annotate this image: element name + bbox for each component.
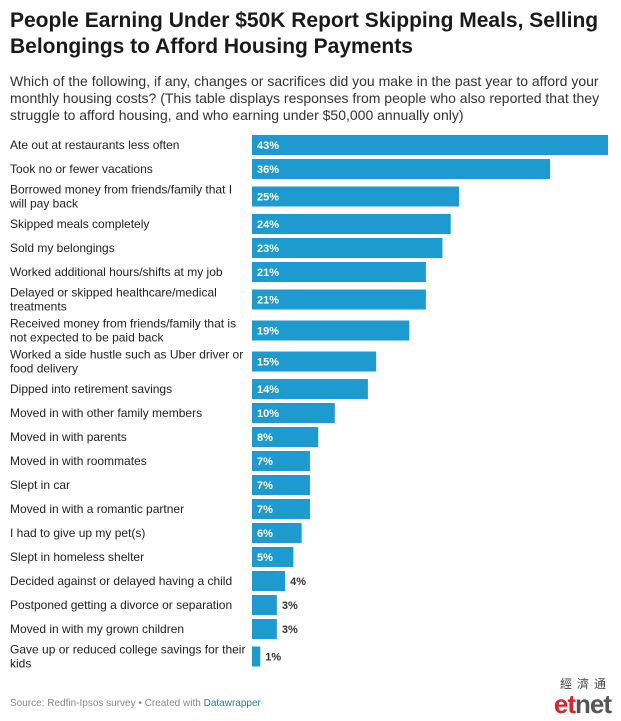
bar-took-no-or-fewer-vacations bbox=[252, 159, 551, 179]
bar-sold-my-belongings bbox=[252, 238, 443, 258]
value-label-i-had-to-give-up-my-pet-s: 6% bbox=[257, 528, 273, 540]
category-label-moved-in-with-roommates: Moved in with roommates bbox=[10, 454, 147, 468]
value-label-decided-against-or-delayed-having-a-child: 4% bbox=[290, 576, 306, 588]
bar-delayed-or-skipped-healthcare-medical-treatments bbox=[252, 289, 426, 310]
logo-et: et bbox=[553, 689, 576, 719]
value-label-moved-in-with-parents: 8% bbox=[257, 432, 273, 444]
bar-moved-in-with-a-romantic-partner bbox=[252, 499, 310, 519]
value-label-borrowed-money-from-friends-family-that-i-will-pay-back: 25% bbox=[257, 192, 279, 204]
category-label-decided-against-or-delayed-having-a-child: Decided against or delayed having a chil… bbox=[10, 574, 232, 588]
bar-chart: Ate out at restaurants less often 43% Took… bbox=[9, 135, 608, 671]
category-label-skipped-meals-completely: Skipped meals completely bbox=[10, 217, 149, 231]
value-label-gave-up-or-reduced-college-savings-for-their-kids: 1% bbox=[265, 652, 281, 664]
value-label-dipped-into-retirement-savings: 14% bbox=[257, 384, 279, 396]
bar-gave-up-or-reduced-college-savings-for-their-kids bbox=[252, 646, 261, 667]
bar-moved-in-with-my-grown-children bbox=[252, 619, 277, 639]
bar-worked-a-side-hustle-such-as-uber-driver-or-food-delivery bbox=[252, 351, 377, 372]
category-label-gave-up-or-reduced-college-savings-for-their-kids: Gave up or reduced college savings for t… bbox=[10, 643, 245, 671]
value-label-worked-a-side-hustle-such-as-uber-driver-or-food-delivery: 15% bbox=[257, 357, 279, 369]
bar-moved-in-with-parents bbox=[252, 427, 319, 447]
bar-skipped-meals-completely bbox=[252, 214, 451, 234]
category-label-moved-in-with-other-family-members: Moved in with other family members bbox=[10, 406, 202, 420]
value-label-took-no-or-fewer-vacations: 36% bbox=[257, 164, 279, 176]
category-label-slept-in-homeless-shelter: Slept in homeless shelter bbox=[10, 550, 144, 564]
value-label-worked-additional-hours-shifts-at-my-job: 21% bbox=[257, 267, 279, 279]
chart-subtitle: Which of the following, if any, changes … bbox=[10, 73, 600, 123]
value-label-moved-in-with-a-romantic-partner: 7% bbox=[257, 504, 273, 516]
logo-chinese-text: 經濟通 bbox=[559, 677, 611, 691]
value-label-sold-my-belongings: 23% bbox=[257, 243, 279, 255]
category-label-i-had-to-give-up-my-pet-s: I had to give up my pet(s) bbox=[10, 526, 145, 540]
source-note: Source: Redfin-Ipsos survey • Created wi… bbox=[10, 698, 204, 709]
bar-ate-out-at-restaurants-less-often bbox=[252, 135, 608, 155]
footer: Source: Redfin-Ipsos survey • Created wi… bbox=[10, 698, 261, 709]
category-label-sold-my-belongings: Sold my belongings bbox=[10, 241, 115, 255]
value-label-slept-in-car: 7% bbox=[257, 480, 273, 492]
category-label-worked-additional-hours-shifts-at-my-job: Worked additional hours/shifts at my job bbox=[10, 265, 223, 279]
category-label-moved-in-with-my-grown-children: Moved in with my grown children bbox=[10, 622, 184, 636]
value-label-postponed-getting-a-divorce-or-separation: 3% bbox=[282, 600, 298, 612]
bar-dipped-into-retirement-savings bbox=[252, 379, 368, 399]
bar-moved-in-with-other-family-members bbox=[252, 403, 335, 423]
bar-postponed-getting-a-divorce-or-separation bbox=[252, 595, 277, 615]
category-label-delayed-or-skipped-healthcare-medical-treatments: Delayed or skipped healthcare/medical tre… bbox=[10, 286, 217, 314]
value-label-slept-in-homeless-shelter: 5% bbox=[257, 552, 273, 564]
value-label-skipped-meals-completely: 24% bbox=[257, 219, 279, 231]
bar-slept-in-car bbox=[252, 475, 310, 495]
category-label-borrowed-money-from-friends-family-that-i-will-pay-back: Borrowed money from friends/family that … bbox=[9, 183, 232, 211]
value-label-moved-in-with-roommates: 7% bbox=[257, 456, 273, 468]
bar-decided-against-or-delayed-having-a-child bbox=[252, 571, 286, 591]
category-label-slept-in-car: Slept in car bbox=[10, 478, 70, 492]
value-label-delayed-or-skipped-healthcare-medical-treatments: 21% bbox=[257, 295, 279, 307]
category-label-moved-in-with-parents: Moved in with parents bbox=[10, 430, 127, 444]
logo-net: net bbox=[575, 689, 612, 719]
bar-borrowed-money-from-friends-family-that-i-will-pay-back bbox=[252, 186, 459, 207]
value-label-moved-in-with-my-grown-children: 3% bbox=[282, 624, 298, 636]
etnet-logo: 經濟通 etnet bbox=[553, 677, 612, 719]
bar-received-money-from-friends-family-that-is-not-expected-to-be-paid-back bbox=[252, 320, 410, 341]
value-label-ate-out-at-restaurants-less-often: 43% bbox=[257, 140, 279, 152]
bar-slept-in-homeless-shelter bbox=[252, 547, 294, 567]
category-label-received-money-from-friends-family-that-is-not-expected-to-be-paid-back: Received money from friends/family that … bbox=[10, 317, 236, 345]
category-label-moved-in-with-a-romantic-partner: Moved in with a romantic partner bbox=[10, 502, 184, 516]
value-label-moved-in-with-other-family-members: 10% bbox=[257, 408, 279, 420]
category-label-dipped-into-retirement-savings: Dipped into retirement savings bbox=[10, 382, 172, 396]
bar-worked-additional-hours-shifts-at-my-job bbox=[252, 262, 426, 282]
bar-i-had-to-give-up-my-pet-s bbox=[252, 523, 302, 543]
category-label-took-no-or-fewer-vacations: Took no or fewer vacations bbox=[10, 162, 153, 176]
value-label-received-money-from-friends-family-that-is-not-expected-to-be-paid-back: 19% bbox=[257, 326, 279, 338]
category-label-worked-a-side-hustle-such-as-uber-driver-or-food-delivery: Worked a side hustle such as Uber driver… bbox=[10, 348, 243, 376]
category-label-postponed-getting-a-divorce-or-separation: Postponed getting a divorce or separatio… bbox=[10, 598, 232, 612]
bar-moved-in-with-roommates bbox=[252, 451, 310, 471]
chart-title: People Earning Under $50K Report Skippin… bbox=[10, 9, 599, 58]
category-label-ate-out-at-restaurants-less-often: Ate out at restaurants less often bbox=[10, 138, 179, 152]
datawrapper-link[interactable]: Datawrapper bbox=[203, 698, 261, 709]
